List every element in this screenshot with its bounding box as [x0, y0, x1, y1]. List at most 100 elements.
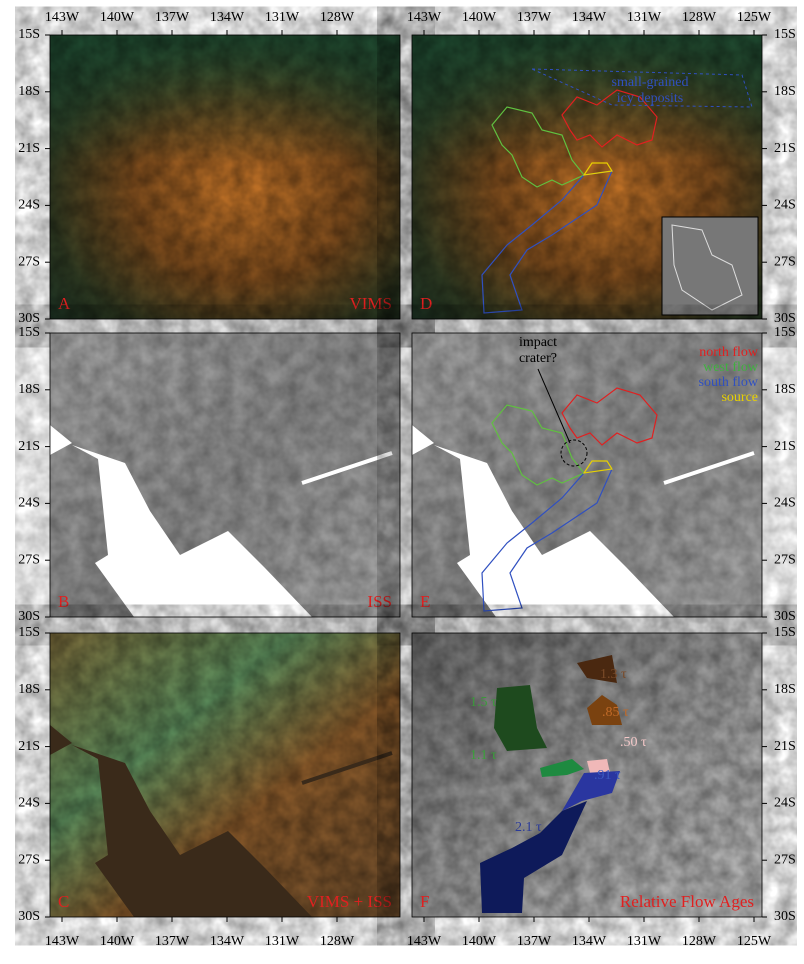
lon-label: 134W — [572, 10, 607, 25]
lat-label: 15S — [774, 625, 796, 640]
lon-label: 137W — [155, 10, 190, 25]
panel-frame — [411, 332, 763, 618]
panel-frame — [49, 34, 401, 320]
lat-label: 30S — [774, 311, 796, 326]
lon-label: 140W — [100, 10, 135, 25]
lon-label: 134W — [210, 934, 245, 949]
legend-entry: source — [721, 390, 758, 405]
image-gap — [72, 445, 312, 617]
lon-label: 125W — [737, 934, 772, 949]
lon-label: 143W — [407, 934, 442, 949]
lat-label: 18S — [18, 84, 40, 99]
image-gap — [301, 451, 393, 485]
lat-label: 18S — [18, 682, 40, 697]
lon-label: 137W — [517, 934, 552, 949]
lon-label: 131W — [627, 10, 662, 25]
map-panel: F Relative Flow Ages 1.3 τ .85 τ 1.5 τ 1.1 τ.… — [411, 632, 763, 918]
annotation-leader — [537, 368, 571, 444]
panel-letter: C — [58, 892, 69, 911]
lat-label: 15S — [774, 27, 796, 42]
panel-frame — [49, 632, 401, 918]
flow-region — [587, 759, 610, 773]
age-label: 1.1 τ — [470, 748, 497, 763]
panel-caption: ISS — [367, 592, 392, 611]
lon-label: 131W — [627, 934, 662, 949]
west-flow-outline — [491, 106, 585, 188]
panel-letter: A — [58, 294, 71, 313]
age-label: .91 τ — [594, 768, 621, 783]
lon-label: 128W — [320, 10, 355, 25]
flow-region — [577, 655, 617, 683]
panel-letter: F — [420, 892, 429, 911]
source-outline — [582, 162, 613, 176]
annotation: crater? — [519, 351, 557, 366]
age-label: 1.5 τ — [470, 695, 497, 710]
lat-label: 21S — [774, 739, 796, 754]
panel-letter: D — [420, 294, 432, 313]
panel-caption: VIMS — [349, 294, 392, 313]
image-gap — [50, 425, 72, 455]
lon-label: 143W — [407, 10, 442, 25]
legend-entry: north flow — [699, 345, 759, 360]
image-gap — [301, 751, 393, 785]
panel-letter: E — [420, 592, 430, 611]
flow-region — [562, 771, 620, 811]
lon-label: 143W — [45, 934, 80, 949]
lat-label: 21S — [774, 439, 796, 454]
lat-label: 27S — [18, 852, 40, 867]
lon-label: 137W — [517, 10, 552, 25]
image-gap — [663, 451, 755, 485]
west-flow-outline — [491, 404, 585, 486]
lat-label: 21S — [18, 439, 40, 454]
lat-label: 30S — [774, 909, 796, 924]
inset-image — [661, 216, 759, 316]
lat-label: 24S — [18, 198, 40, 213]
panel-letter: B — [58, 592, 69, 611]
icy-deposit-outline — [531, 68, 753, 108]
lat-label: 21S — [774, 141, 796, 156]
panel-frame — [411, 632, 763, 918]
map-panel: A VIMS — [49, 34, 401, 320]
inset-outline — [671, 224, 743, 311]
lon-label: 128W — [682, 10, 717, 25]
lat-label: 24S — [18, 496, 40, 511]
lon-label: 137W — [155, 934, 190, 949]
lat-label: 15S — [18, 625, 40, 640]
lon-label: 134W — [210, 10, 245, 25]
lon-label: 131W — [265, 10, 300, 25]
panel-frame — [411, 34, 763, 320]
map-panel: C VIMS + ISS — [49, 632, 401, 918]
lon-label: 140W — [462, 934, 497, 949]
flow-region — [540, 759, 584, 777]
flow-region — [480, 801, 587, 913]
lat-label: 30S — [774, 609, 796, 624]
map-panel: B ISS — [49, 332, 401, 618]
annotation: impact — [519, 335, 557, 350]
image-gap — [412, 425, 434, 455]
image-gap — [72, 745, 312, 917]
lat-label: 30S — [18, 609, 40, 624]
lat-label: 15S — [18, 27, 40, 42]
lat-label: 18S — [18, 382, 40, 397]
lon-label: 128W — [320, 934, 355, 949]
lat-label: 15S — [18, 325, 40, 340]
lat-label: 27S — [774, 254, 796, 269]
lat-label: 27S — [774, 852, 796, 867]
lat-label: 30S — [18, 909, 40, 924]
lat-label: 27S — [18, 552, 40, 567]
lat-label: 21S — [18, 141, 40, 156]
lat-label: 27S — [18, 254, 40, 269]
source-outline — [582, 460, 613, 474]
lon-label: 131W — [265, 934, 300, 949]
lat-label: 24S — [774, 496, 796, 511]
map-texture — [50, 35, 400, 319]
lat-label: 18S — [774, 84, 796, 99]
lon-label: 128W — [682, 934, 717, 949]
legend-entry: west flow — [703, 360, 759, 375]
lat-label: 21S — [18, 739, 40, 754]
lon-label: 140W — [462, 10, 497, 25]
panel-frame — [49, 332, 401, 618]
lon-label: 143W — [45, 10, 80, 25]
